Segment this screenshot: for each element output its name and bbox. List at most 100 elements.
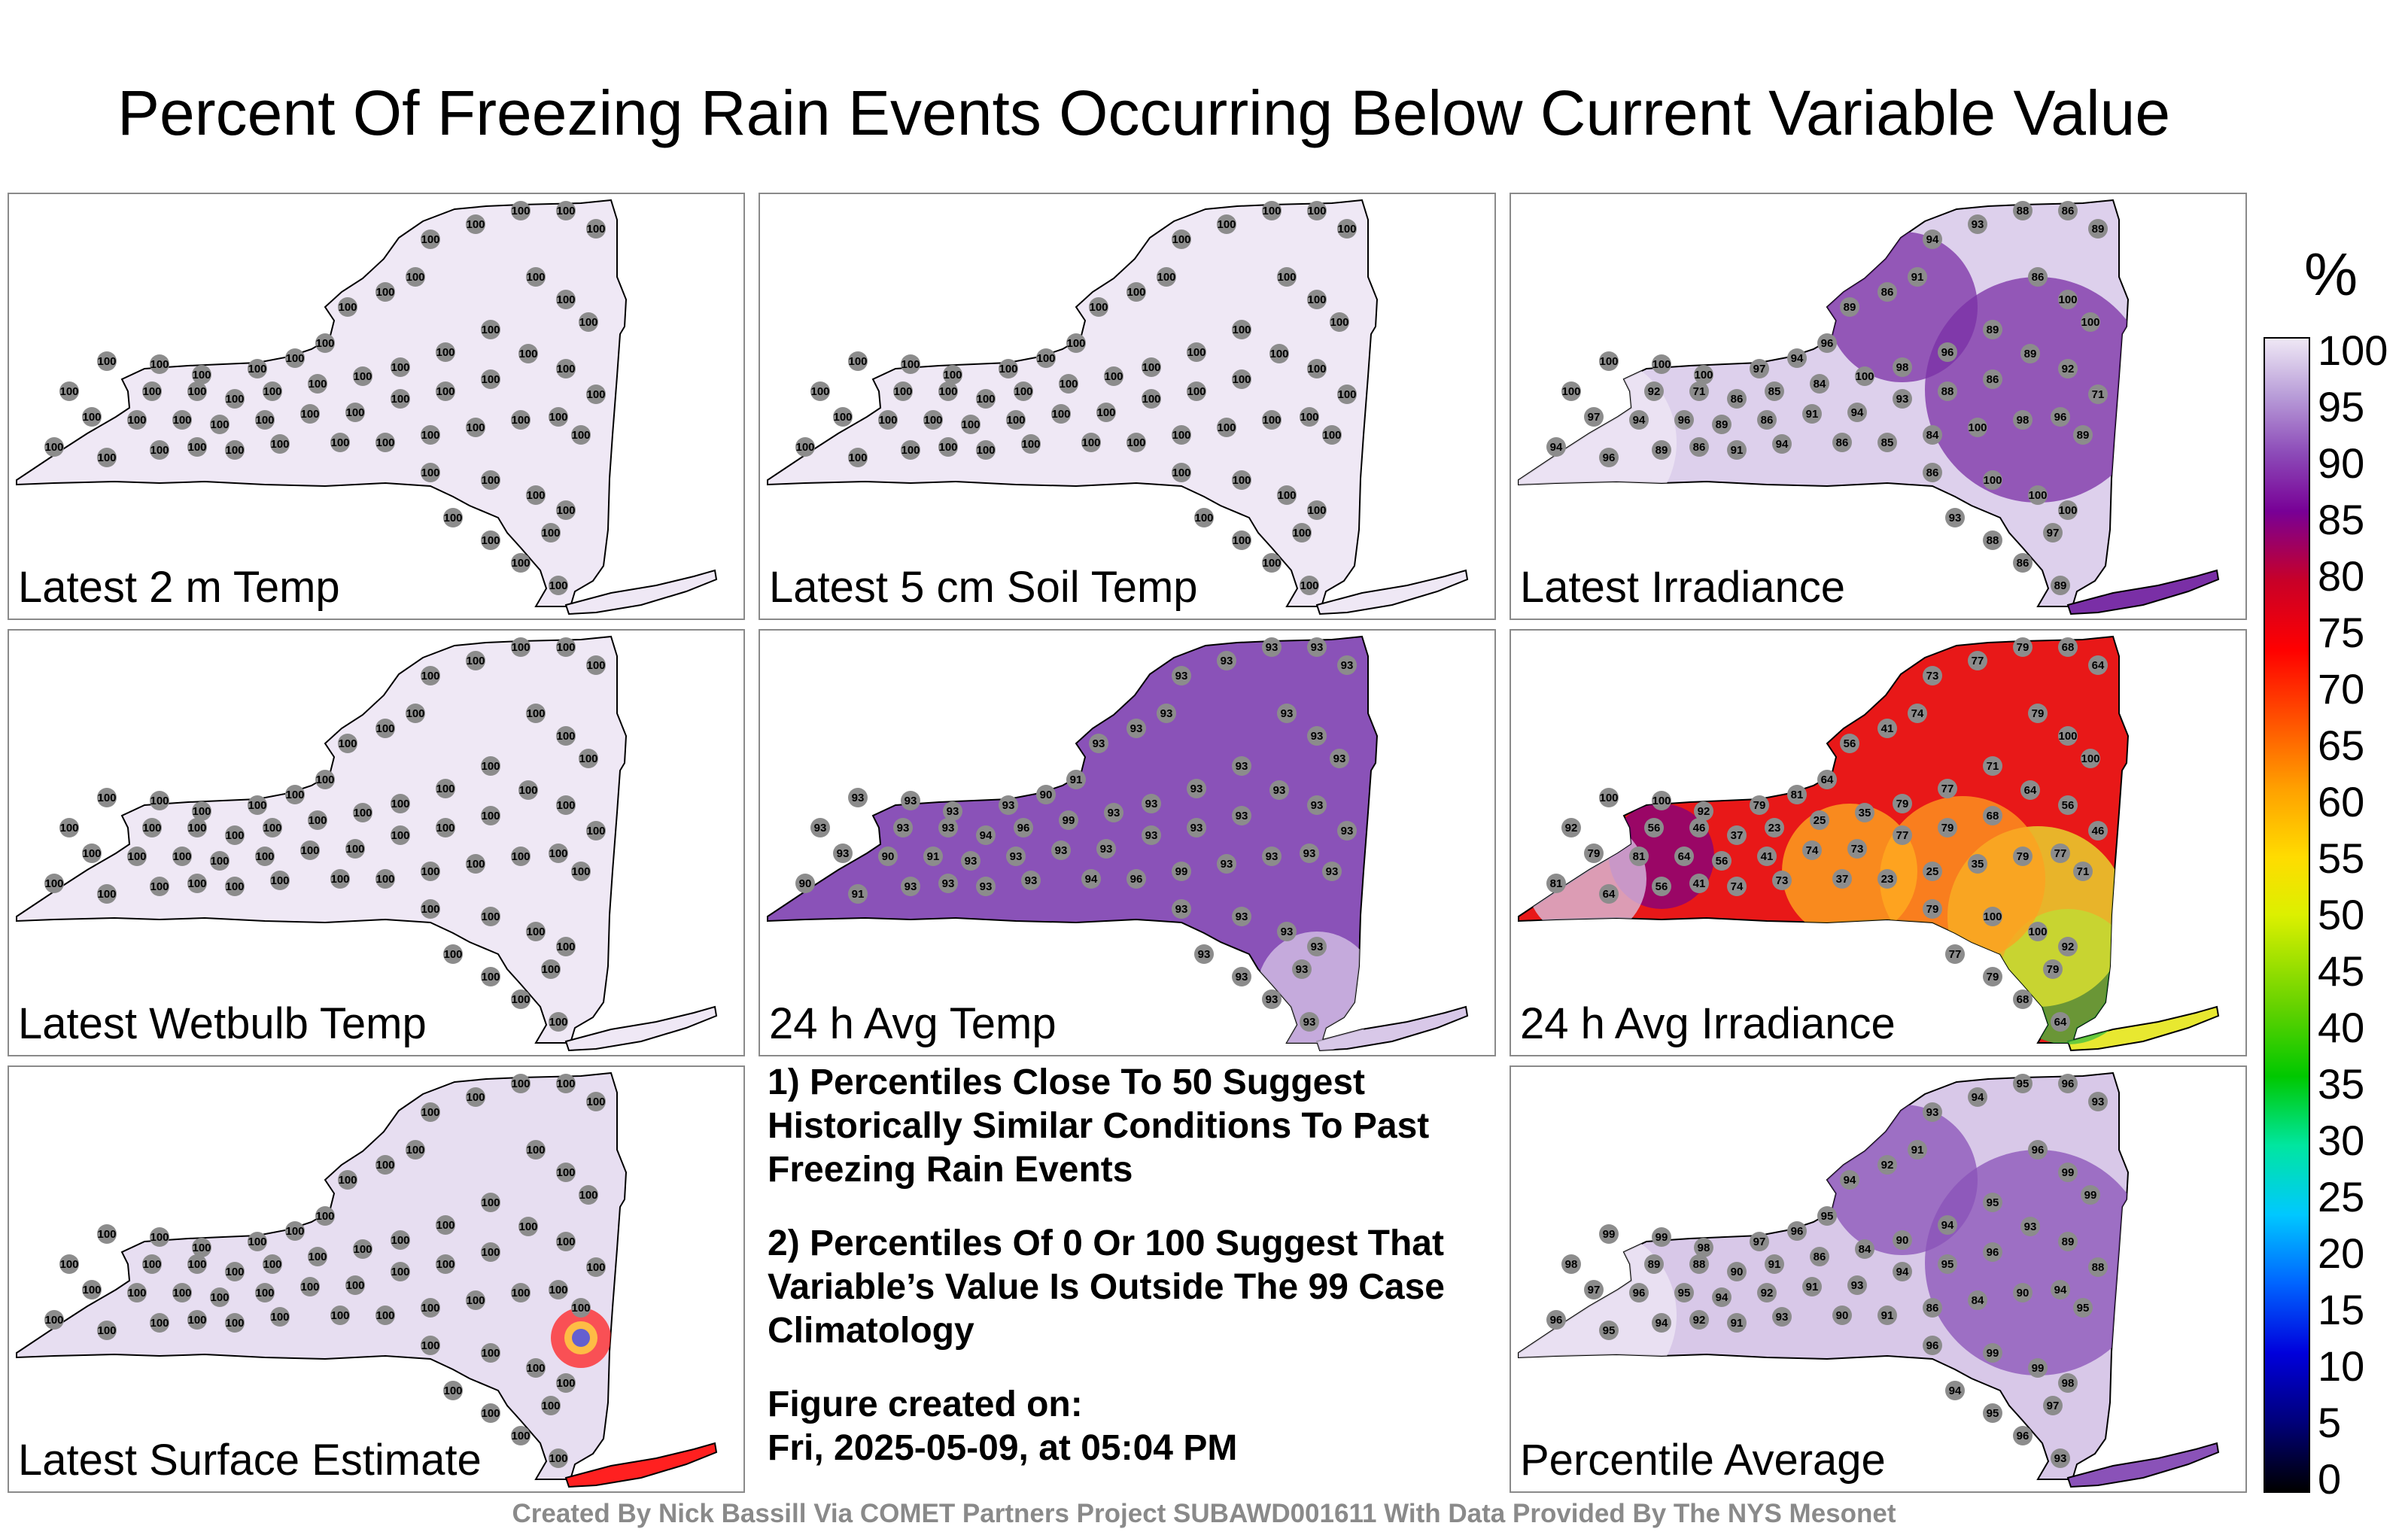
station-marker: 93 [848,788,868,807]
station-value: 100 [466,1091,485,1104]
station-marker: 84 [1968,1290,1987,1310]
station-value: 100 [556,730,575,743]
station-value: 100 [225,880,244,893]
station-value: 93 [947,805,959,818]
station-value: 68 [1987,810,1999,822]
station-marker: 100 [330,869,350,889]
station-value: 64 [2024,784,2037,797]
station-value: 93 [1010,850,1023,863]
station-marker: 25 [1810,810,1829,830]
station-value: 100 [1232,324,1251,336]
station-marker: 100 [315,333,335,353]
station-value: 94 [1716,1291,1728,1304]
station-value: 93 [1273,784,1286,797]
station-value: 77 [1949,948,1962,961]
station-marker: 91 [1802,1277,1822,1296]
station-value: 100 [1855,370,1874,383]
station-marker: 100 [938,437,958,457]
station-marker: 100 [556,1232,576,1251]
station-value: 100 [923,414,942,427]
station-marker: 95 [1674,1283,1694,1302]
station-marker: 100 [82,843,102,863]
station-value: 100 [97,1228,116,1241]
station-value: 100 [172,1287,191,1299]
station-marker: 100 [481,1193,500,1212]
station-marker: 91 [1802,404,1822,424]
station-marker: 93 [1104,803,1123,822]
station-marker: 100 [97,788,117,807]
station-value: 64 [2054,1016,2067,1029]
station-value: 100 [556,799,575,812]
station-marker: 100 [586,385,606,404]
station-value: 93 [1221,655,1233,667]
station-marker: 97 [1750,1232,1769,1251]
station-marker: 89 [2020,344,2040,363]
station-value: 95 [2077,1302,2090,1315]
station-marker: 100 [810,381,830,401]
station-value: 90 [799,877,812,890]
station-marker: 100 [518,780,538,800]
station-value: 100 [466,655,485,667]
station-marker: 100 [353,366,372,386]
colorbar-tick-label: 20 [2318,1230,2365,1277]
station-value: 100 [1307,293,1326,306]
station-value: 100 [436,783,455,795]
figure-title: Percent Of Freezing Rain Events Occurrin… [117,78,2171,148]
station-value: 93 [1311,730,1324,743]
station-marker: 86 [1983,369,2002,389]
station-marker: 100 [338,1170,357,1190]
station-value: 91 [852,888,865,901]
station-value: 100 [1322,429,1341,442]
station-value: 89 [1716,418,1728,431]
station-marker: 100 [150,1313,169,1333]
station-value: 99 [1063,814,1075,827]
station-marker: 86 [1757,410,1777,430]
station-value: 100 [549,847,567,860]
station-marker: 77 [1968,651,1987,670]
station-marker: 100 [391,1262,410,1281]
station-value: 93 [1145,829,1158,842]
station-value: 100 [961,418,980,431]
station-value: 77 [1896,829,1909,842]
station-marker: 100 [549,843,568,863]
station-value: 93 [980,880,993,893]
station-marker: 89 [1840,297,1859,317]
station-value: 93 [1190,822,1203,834]
station-value: 93 [1972,218,1984,231]
state-outline [16,1071,628,1480]
station-value: 93 [1025,874,1038,887]
station-marker: 100 [2058,290,2078,309]
station-marker: 81 [1787,785,1807,804]
station-value: 93 [1236,760,1248,773]
station-marker: 96 [1599,448,1619,467]
station-value: 96 [2054,411,2067,424]
station-marker: 93 [1300,1012,1319,1032]
station-marker: 94 [1772,434,1792,454]
ny-state-map: 100 100 100 100 100 100 100 100 100 100 100 100 100 1… [16,1071,718,1488]
station-marker: 100 [556,1074,576,1093]
station-value: 100 [285,789,304,801]
station-marker: 100 [443,944,463,964]
station-value: 100 [44,1314,63,1327]
station-value: 99 [1175,865,1188,878]
station-marker: 100 [2028,922,2048,941]
station-value: 100 [375,1309,394,1322]
station-marker: 100 [1217,418,1236,437]
station-marker: 85 [1765,381,1784,401]
station-value: 100 [1157,271,1175,284]
station-value: 100 [481,810,500,822]
station-marker: 89 [2088,219,2108,239]
station-value: 84 [1972,1294,1984,1307]
station-value: 100 [1059,378,1078,391]
station-marker: 89 [2073,425,2093,445]
station-value: 100 [893,385,912,398]
station-marker: 91 [923,847,943,866]
station-marker: 93 [901,791,920,810]
station-marker: 100 [210,851,230,871]
station-marker: 94 [1787,348,1807,368]
station-marker: 89 [1712,415,1732,434]
station-marker: 77 [2051,843,2070,863]
station-value: 91 [1768,1258,1781,1271]
station-marker: 100 [1337,385,1357,404]
